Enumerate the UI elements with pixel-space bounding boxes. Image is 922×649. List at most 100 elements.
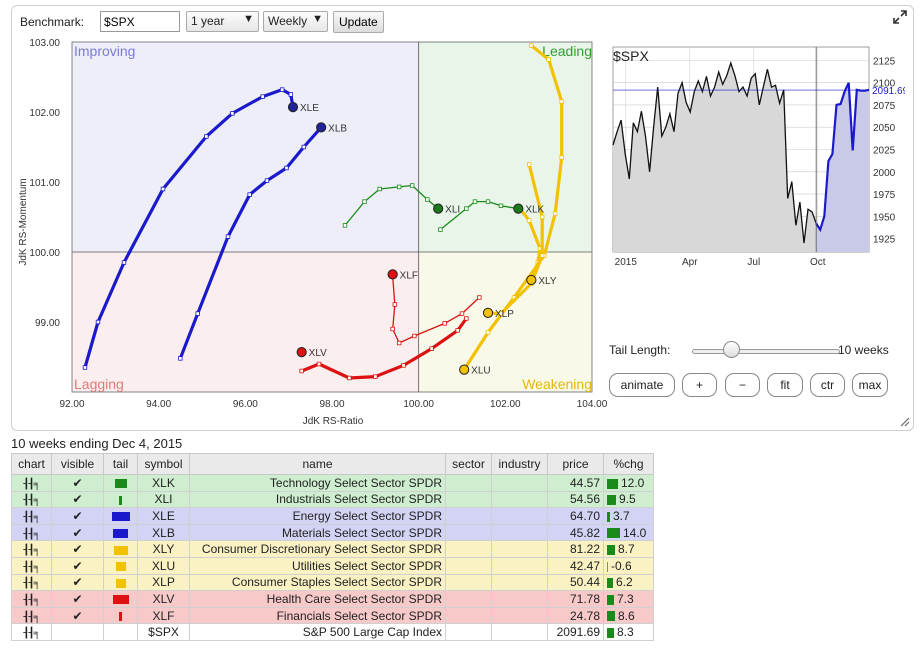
tail-length-slider-thumb[interactable] — [723, 341, 740, 358]
table-row[interactable]: ┨┨╕ ✔ XLY Consumer Discretionary Select Sec… — [11, 540, 654, 558]
visible-checkbox[interactable]: ✔ — [72, 558, 83, 573]
tail-xlf[interactable] — [392, 275, 480, 344]
table-row[interactable]: ┨┨╕ ✔ XLU Utilities Select Sector SPDR 42.47… — [11, 556, 654, 575]
benchmark-last-price: 2091.69 — [872, 86, 905, 97]
head-xli[interactable] — [433, 203, 444, 214]
head-xlk[interactable] — [513, 203, 524, 214]
column-header-sector[interactable]: sector — [445, 453, 492, 475]
tail-length-slider[interactable] — [692, 349, 840, 354]
column-header-industry[interactable]: industry — [491, 453, 548, 475]
visible-cell[interactable]: ✔ — [51, 507, 104, 525]
resize-handle-icon[interactable] — [898, 415, 910, 427]
rrg-chart[interactable]: Improving Leading Lagging Weakening 92.0… — [12, 6, 612, 431]
update-button[interactable]: Update — [333, 11, 384, 33]
tail-cell[interactable] — [103, 573, 138, 592]
column-header-price[interactable]: price — [547, 453, 604, 475]
table-row[interactable]: ┨┨╕ ✔ XLP Consumer Staples Select Sector SP… — [11, 573, 654, 592]
head-xlp[interactable] — [482, 307, 494, 318]
zoom-out-button[interactable]: − — [725, 373, 760, 397]
tail-cell[interactable] — [103, 490, 138, 509]
head-xlu[interactable] — [459, 364, 470, 375]
tail-xle[interactable] — [83, 87, 295, 370]
tail-cell[interactable] — [103, 623, 138, 641]
visible-checkbox[interactable]: ✔ — [72, 591, 83, 606]
tail-cell[interactable] — [103, 507, 138, 525]
column-header-symbol[interactable]: symbol — [137, 453, 190, 475]
chart-cell[interactable]: ┨┨╕ — [11, 606, 52, 625]
visible-cell[interactable]: ✔ — [51, 573, 104, 592]
visible-checkbox[interactable]: ✔ — [72, 475, 83, 490]
head-xlv[interactable] — [296, 347, 307, 358]
chart-cell[interactable]: ┨┨╕ — [11, 573, 52, 592]
benchmark-input[interactable] — [100, 11, 180, 32]
tail-cell[interactable] — [103, 474, 138, 492]
period-select[interactable]: 1 year ▼ — [186, 11, 259, 32]
visible-checkbox[interactable]: ✔ — [72, 575, 83, 590]
chart-cell[interactable]: ┨┨╕ — [11, 623, 52, 641]
benchmark-price-chart[interactable]: 2125 2100 2075 2050 2025 2000 1975 1950 1925 2015… — [605, 42, 905, 272]
fit-button[interactable]: fit — [767, 373, 803, 397]
chart-cell[interactable]: ┨┨╕ — [11, 490, 52, 509]
visible-checkbox[interactable]: ✔ — [72, 608, 83, 623]
visible-cell[interactable]: ✔ — [51, 490, 104, 509]
tail-xlb[interactable] — [178, 125, 323, 360]
table-row[interactable]: ┨┨╕ ✔ XLF Financials Select Sector SPDR 24.7… — [11, 606, 654, 625]
chart-cell[interactable]: ┨┨╕ — [11, 507, 52, 525]
expand-icon[interactable] — [893, 10, 907, 24]
chart-cell[interactable]: ┨┨╕ — [11, 590, 52, 608]
tail-cell[interactable] — [103, 556, 138, 575]
zoom-in-button[interactable]: + — [682, 373, 717, 397]
head-xlb[interactable] — [316, 122, 327, 133]
chart-icon[interactable]: ┨┨╕ — [23, 545, 40, 557]
chart-icon[interactable]: ┨┨╕ — [23, 578, 40, 590]
tail-cell[interactable] — [103, 590, 138, 608]
chart-cell[interactable]: ┨┨╕ — [11, 556, 52, 575]
column-header-name[interactable]: name — [189, 453, 446, 475]
visible-cell[interactable]: ✔ — [51, 540, 104, 558]
tail-xlk[interactable] — [439, 200, 519, 231]
visible-cell[interactable]: ✔ — [51, 474, 104, 492]
table-row[interactable]: ┨┨╕ ✔ XLB Materials Select Sector SPDR 45.82… — [11, 523, 654, 542]
chart-icon[interactable]: ┨┨╕ — [23, 528, 40, 540]
chart-icon[interactable]: ┨┨╕ — [23, 594, 40, 606]
table-row[interactable]: ┨┨╕ ✔ XLI Industrials Select Sector SPDR 54.… — [11, 490, 654, 509]
interval-select[interactable]: Weekly ▼ — [263, 11, 328, 32]
visible-cell[interactable]: ✔ — [51, 556, 104, 575]
tail-cell[interactable] — [103, 540, 138, 558]
chart-cell[interactable]: ┨┨╕ — [11, 474, 52, 492]
visible-checkbox[interactable]: ✔ — [72, 492, 83, 507]
column-header-tail[interactable]: tail — [103, 453, 138, 475]
center-button[interactable]: ctr — [810, 373, 845, 397]
chart-icon[interactable]: ┨┨╕ — [23, 628, 40, 640]
head-xle[interactable] — [287, 102, 299, 113]
tail-xlv[interactable] — [300, 316, 468, 380]
column-header-chart[interactable]: chart — [11, 453, 52, 475]
animate-button[interactable]: animate — [609, 373, 675, 397]
table-row[interactable]: ┨┨╕ ✔ XLK Technology Select Sector SPDR 44.5… — [11, 474, 654, 492]
table-row[interactable]: ┨┨╕ ✔ XLV Health Care Select Sector SPDR 71.… — [11, 590, 654, 608]
column-header-pct-change[interactable]: %chg — [603, 453, 654, 475]
head-xly[interactable] — [526, 274, 537, 286]
visible-cell[interactable]: ✔ — [51, 590, 104, 608]
pct-change-cell: 7.3 — [603, 590, 654, 608]
visible-checkbox[interactable]: ✔ — [72, 508, 83, 523]
head-xlf[interactable] — [387, 269, 398, 280]
chart-cell[interactable]: ┨┨╕ — [11, 540, 52, 558]
chart-icon[interactable]: ┨┨╕ — [23, 611, 40, 623]
chart-icon[interactable]: ┨┨╕ — [23, 478, 40, 490]
visible-cell[interactable]: ✔ — [51, 606, 104, 625]
tail-cell[interactable] — [103, 606, 138, 625]
table-row[interactable]: ┨┨╕ ✔ XLE Energy Select Sector SPDR 64.70 3.7 — [11, 507, 654, 525]
visible-cell[interactable]: ✔ — [51, 523, 104, 542]
visible-cell[interactable] — [51, 623, 104, 641]
chart-icon[interactable]: ┨┨╕ — [23, 495, 40, 507]
chart-icon[interactable]: ┨┨╕ — [23, 561, 40, 573]
tail-cell[interactable] — [103, 523, 138, 542]
chart-icon[interactable]: ┨┨╕ — [23, 511, 40, 523]
max-button[interactable]: max — [852, 373, 888, 397]
column-header-visible[interactable]: visible — [51, 453, 104, 475]
chart-cell[interactable]: ┨┨╕ — [11, 523, 52, 542]
visible-checkbox[interactable]: ✔ — [72, 542, 83, 557]
visible-checkbox[interactable]: ✔ — [72, 525, 83, 540]
table-row[interactable]: ┨┨╕ $SPX S&P 500 Large Cap Index 2091.69 8.3 — [11, 623, 654, 641]
